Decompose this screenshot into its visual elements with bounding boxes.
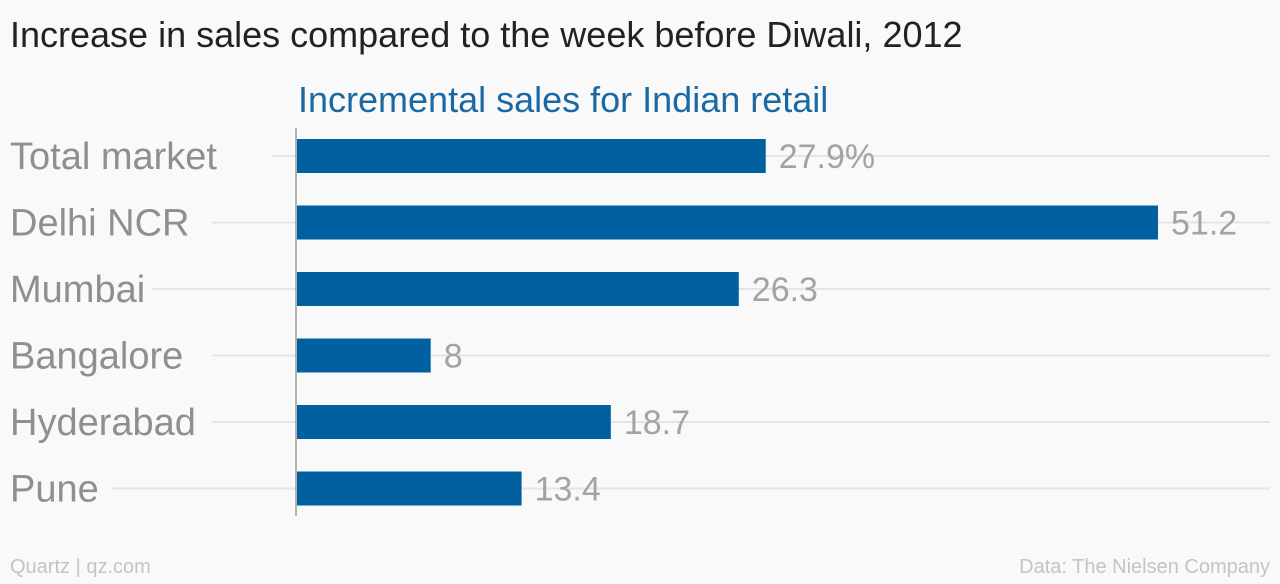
- category-label: Bangalore: [10, 336, 183, 378]
- value-label: 51.2: [1171, 205, 1237, 243]
- bar: [297, 338, 431, 373]
- series-label: Incremental sales for Indian retail: [298, 79, 828, 120]
- value-label: 8: [444, 338, 463, 376]
- labels: Total market 27.9% Delhi NCR 51.2 Mumbai 26.3…: [10, 136, 1237, 511]
- bar: [297, 471, 522, 506]
- source-right: Data: The Nielsen Company: [1019, 556, 1270, 578]
- value-label: 13.4: [535, 471, 601, 509]
- bars: [297, 139, 1158, 506]
- bar: [297, 205, 1158, 240]
- category-label: Mumbai: [10, 269, 145, 311]
- category-label: Total market: [10, 136, 217, 178]
- chart-title: Increase in sales compared to the week b…: [10, 14, 963, 55]
- value-label: 18.7: [624, 404, 690, 442]
- category-label: Delhi NCR: [10, 203, 189, 245]
- bar: [297, 139, 766, 173]
- category-label: Hyderabad: [10, 402, 196, 444]
- category-label: Pune: [10, 469, 99, 511]
- value-label: 26.3: [752, 271, 818, 309]
- bar: [297, 405, 611, 439]
- bar: [297, 272, 739, 306]
- source-left: Quartz | qz.com: [10, 556, 151, 578]
- value-label: 27.9%: [779, 138, 875, 176]
